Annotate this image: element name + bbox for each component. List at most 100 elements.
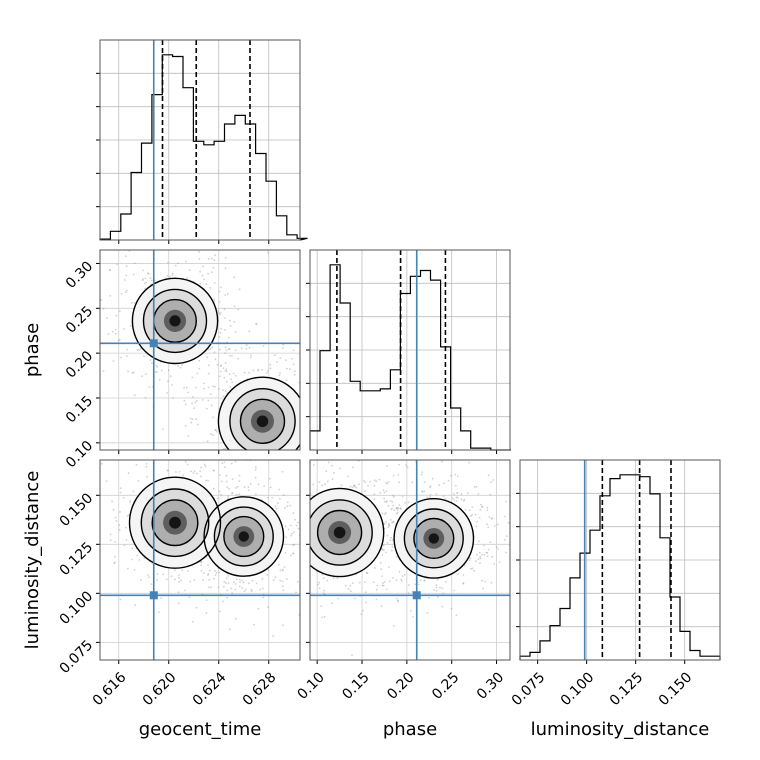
sample-point <box>119 511 121 513</box>
sample-point <box>234 588 237 591</box>
sample-point <box>307 406 309 408</box>
sample-point <box>302 421 304 423</box>
sample-point <box>455 500 458 502</box>
sample-point <box>178 574 180 576</box>
sample-point <box>177 365 180 368</box>
sample-point <box>227 575 230 577</box>
sample-point <box>188 596 191 599</box>
sample-point <box>231 492 233 495</box>
x-axis-label-geocent_time: geocent_time <box>139 719 262 740</box>
sample-point <box>192 452 194 454</box>
sample-point <box>301 508 303 510</box>
sample-point <box>145 465 148 468</box>
sample-point <box>354 485 356 488</box>
sample-point <box>181 364 183 366</box>
sample-point <box>303 496 305 498</box>
sample-point <box>211 346 214 349</box>
sample-point <box>227 495 230 498</box>
histogram-panel-geocent_time <box>96 39 308 244</box>
sample-point <box>288 546 290 548</box>
density-blob <box>256 415 269 428</box>
sample-point <box>383 522 386 525</box>
panel-frame <box>99 459 301 661</box>
sample-point <box>282 624 284 627</box>
sample-point <box>111 330 114 333</box>
sample-point <box>126 355 128 358</box>
sample-point <box>255 582 258 585</box>
sample-point <box>295 524 298 527</box>
sample-point <box>487 548 490 551</box>
sample-point <box>219 348 222 351</box>
sample-point <box>112 508 115 511</box>
sample-point <box>218 474 221 476</box>
sample-point <box>228 373 231 375</box>
sample-point <box>289 504 292 507</box>
sample-point <box>162 573 165 576</box>
sample-point <box>213 351 216 354</box>
sample-point <box>269 367 272 370</box>
sample-point <box>127 472 130 475</box>
sample-point <box>392 475 395 477</box>
sample-point <box>344 458 346 460</box>
sample-point <box>218 290 221 293</box>
sample-point <box>281 482 283 484</box>
sample-point <box>270 452 272 454</box>
sample-point <box>266 574 269 576</box>
sample-point <box>267 568 270 571</box>
sample-point <box>476 520 478 523</box>
sample-point <box>292 552 295 555</box>
sample-point <box>191 418 194 420</box>
sample-point <box>398 463 401 466</box>
sample-point <box>283 566 286 568</box>
sample-point <box>373 484 376 487</box>
sample-point <box>450 607 453 610</box>
sample-point <box>407 501 410 504</box>
sample-point <box>289 524 292 527</box>
sample-point <box>311 376 313 378</box>
sample-point <box>397 435 399 437</box>
sample-point <box>478 517 481 519</box>
sample-point <box>261 456 263 458</box>
sample-point <box>236 455 238 457</box>
sample-point <box>279 498 281 500</box>
sample-point <box>479 557 482 560</box>
sample-point <box>284 525 287 528</box>
sample-point <box>220 286 222 289</box>
sample-point <box>135 463 138 466</box>
sample-point <box>300 451 302 453</box>
sample-point <box>293 570 295 572</box>
sample-point <box>307 583 309 585</box>
sample-point <box>297 521 299 524</box>
sample-point <box>383 497 386 500</box>
sample-point <box>126 348 128 351</box>
sample-point <box>376 584 379 587</box>
sample-point <box>199 282 202 285</box>
sample-point <box>391 501 394 503</box>
sample-point <box>258 458 260 460</box>
sample-point <box>470 567 472 570</box>
sample-point <box>243 371 246 374</box>
sample-point <box>463 498 466 501</box>
sample-point <box>199 470 202 473</box>
sample-point <box>386 482 389 485</box>
x-axis-label-phase: phase <box>383 719 437 740</box>
sample-point <box>291 532 293 535</box>
sample-point <box>115 519 118 522</box>
sample-point <box>230 587 233 590</box>
sample-point <box>388 524 391 527</box>
y-tick-label: 0.075 <box>57 637 97 677</box>
sample-point <box>223 461 226 464</box>
contour-line <box>229 388 296 450</box>
sample-point <box>460 498 463 501</box>
sample-point <box>443 482 445 485</box>
sample-point <box>423 481 426 483</box>
sample-point <box>305 511 307 513</box>
sample-point <box>234 617 237 620</box>
sample-point <box>321 419 323 421</box>
sample-point <box>251 579 254 582</box>
sample-point <box>172 397 174 399</box>
sample-point <box>423 490 426 493</box>
sample-point <box>225 349 228 351</box>
sample-point <box>302 551 304 553</box>
sample-point <box>198 250 201 253</box>
